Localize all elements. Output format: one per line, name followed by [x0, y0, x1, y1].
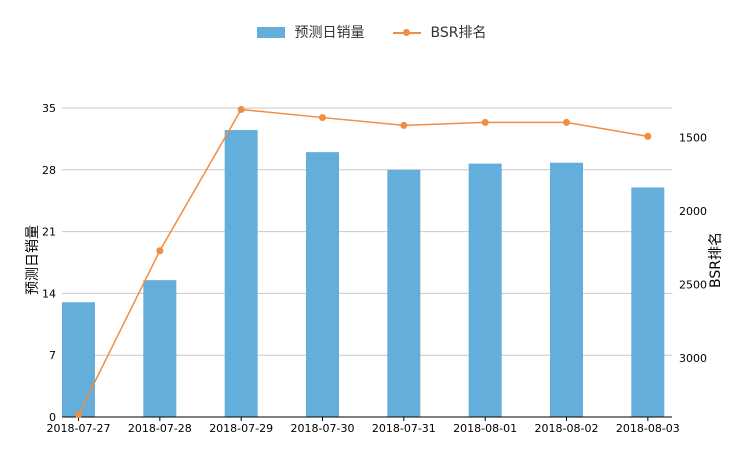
y-left-tick-label: 28	[42, 164, 56, 177]
y-right-tick-label: 3000	[679, 352, 707, 365]
legend-item-line[interactable]: BSR排名	[392, 22, 487, 42]
bar	[62, 302, 95, 417]
bsr-point	[563, 118, 570, 126]
y-right-tick-label: 2500	[679, 279, 707, 292]
bar	[387, 169, 421, 417]
bsr-point	[319, 114, 326, 122]
chart-legend: 预测日销量 BSR排名	[0, 22, 743, 42]
bar	[224, 130, 258, 418]
y-left-tick-label: 21	[42, 226, 56, 239]
legend-line-label: BSR排名	[430, 25, 487, 41]
bsr-point	[237, 105, 245, 113]
y-left-tick-label: 35	[42, 102, 56, 115]
x-tick-label: 2018-08-02	[535, 422, 599, 435]
bsr-point	[75, 411, 82, 419]
y-right-tick-label: 1500	[679, 131, 707, 144]
bar	[468, 163, 502, 417]
bar	[306, 152, 339, 417]
bsr-point	[400, 121, 408, 129]
x-tick-label: 2018-08-03	[616, 422, 680, 435]
x-tick-label: 2018-07-27	[47, 422, 111, 435]
y-left-tick-label: 14	[42, 287, 56, 300]
legend-bar-label: 预测日销量	[294, 25, 365, 41]
bar	[631, 187, 665, 417]
bsr-point	[644, 132, 652, 140]
x-tick-label: 2018-07-28	[128, 422, 192, 435]
bsr-point	[156, 247, 164, 255]
legend-line-swatch	[392, 27, 421, 38]
legend-bar-swatch	[256, 26, 285, 38]
legend-item-bar[interactable]: 预测日销量	[256, 22, 365, 42]
bsr-point	[481, 118, 489, 126]
y-left-tick-label: 7	[49, 349, 56, 362]
bar	[143, 280, 177, 417]
bsr-line	[77, 108, 648, 416]
x-tick-label: 2018-07-30	[291, 422, 355, 435]
x-tick-label: 2018-08-01	[453, 422, 517, 435]
x-tick-label: 2018-07-29	[209, 422, 273, 435]
x-tick-label: 2018-07-31	[372, 422, 436, 435]
bar	[550, 162, 583, 417]
y-left-tick-label: 0	[49, 411, 56, 424]
y-right-tick-label: 2000	[679, 205, 707, 218]
